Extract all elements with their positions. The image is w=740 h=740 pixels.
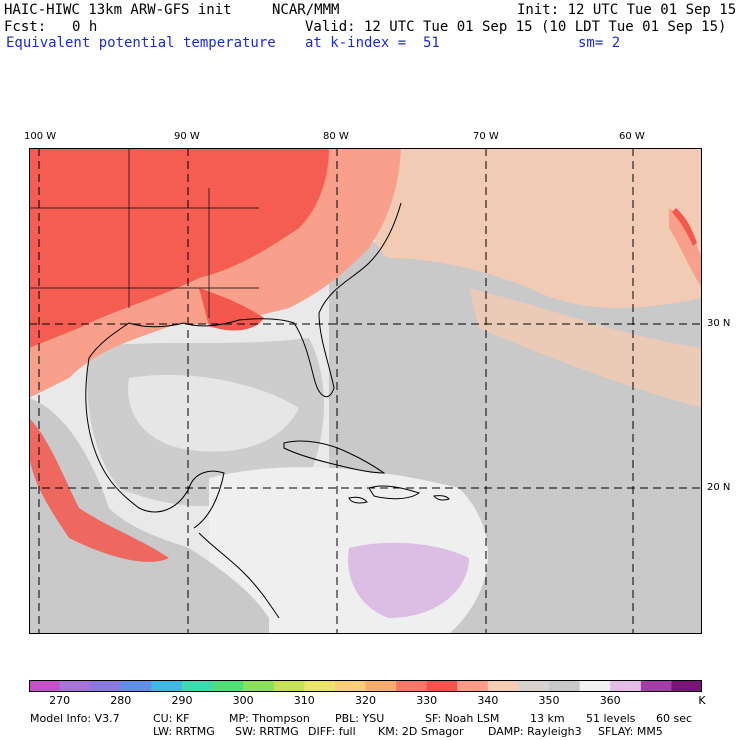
smoothing: sm= 2 xyxy=(578,35,621,51)
us-state-borders xyxy=(29,148,259,318)
theta-e-map xyxy=(29,148,702,634)
colorbar-swatch xyxy=(151,680,183,692)
colorbar-swatch xyxy=(610,680,642,692)
jamaica-outline xyxy=(348,496,368,504)
valid-time: Valid: 12 UTC Tue 01 Sep 15 (10 LDT Tue … xyxy=(305,19,727,35)
colorbar-tick-label: 310 xyxy=(293,694,315,707)
lat-label-30n: 30 N xyxy=(707,318,731,329)
colorbar-swatch xyxy=(59,680,91,692)
colorbar-tick-label: 270 xyxy=(49,694,71,707)
colorbar-swatch xyxy=(334,680,366,692)
colorbar-swatch xyxy=(671,680,702,692)
cuba-outline xyxy=(283,440,386,474)
colorbar-swatch xyxy=(90,680,122,692)
map-frame xyxy=(29,148,702,634)
colorbar-tick-label: 320 xyxy=(355,694,376,707)
colorbar-tick-label: 290 xyxy=(171,694,193,707)
footer-model-info: Model Info: V3.7 xyxy=(30,712,120,725)
colorbar-swatch xyxy=(457,680,489,692)
colorbar-swatch xyxy=(396,680,428,692)
footer-sflay: SFLAY: MM5 xyxy=(598,725,663,738)
level-index: at k-index = 51 xyxy=(305,35,440,51)
colorbar-tick-label: 340 xyxy=(477,694,499,707)
atlantic-salmon-patch xyxy=(669,208,702,288)
colorbar-tick-label: 300 xyxy=(232,694,254,707)
footer-pbl: PBL: YSU xyxy=(335,712,385,725)
atlantic-peach-band xyxy=(469,288,702,408)
footer-timestep: 60 sec xyxy=(656,712,693,725)
footer-mp: MP: Thompson xyxy=(229,712,310,725)
colorbar-tick-label: 350 xyxy=(538,694,560,707)
footer-diff: DIFF: full xyxy=(308,725,356,738)
org-label: NCAR/MMM xyxy=(272,2,340,18)
colorbar-swatch xyxy=(549,680,581,692)
colorbar-swatch xyxy=(640,680,672,692)
fcst-value: 0 h xyxy=(72,19,98,35)
colorbar-swatch xyxy=(365,680,397,692)
central-america-coastline xyxy=(198,532,280,619)
footer-resolution: 13 km xyxy=(530,712,565,725)
footer-sf: SF: Noah LSM xyxy=(425,712,500,725)
model-title: HAIC-HIWC 13km ARW-GFS init xyxy=(4,2,232,18)
mexico-warm-field xyxy=(29,418,169,562)
gulf-coast-warm-patch xyxy=(199,288,264,331)
us-warm-field xyxy=(29,148,329,348)
atlantic-peach-field xyxy=(359,148,702,308)
colorbar-tick-label: 330 xyxy=(416,694,438,707)
gulf-light-field xyxy=(128,374,299,452)
mexico-gray-field xyxy=(29,398,269,634)
footer-levels: 51 levels xyxy=(586,712,636,725)
colorbar xyxy=(29,680,702,692)
footer-cu: CU: KF xyxy=(153,712,190,725)
colorbar-swatch xyxy=(426,680,458,692)
lon-label-80w: 80 W xyxy=(323,131,349,142)
colorbar-tick-label: 360 xyxy=(599,694,621,707)
colorbar-swatch xyxy=(29,680,61,692)
atlantic-warm-streak xyxy=(672,208,697,246)
lon-label-60w: 60 W xyxy=(619,131,645,142)
lon-label-100w: 100 W xyxy=(24,131,57,142)
colorbar-unit: K xyxy=(698,694,706,707)
fcst-label: Fcst: xyxy=(4,19,47,35)
footer-km: KM: 2D Smagor xyxy=(378,725,464,738)
init-time: Init: 12 UTC Tue 01 Sep 15 xyxy=(517,2,737,18)
colorbar-swatch xyxy=(518,680,550,692)
footer-sw: SW: RRTMG xyxy=(235,725,299,738)
graticule xyxy=(29,148,702,634)
colorbar-swatch xyxy=(273,680,305,692)
field-name: Equivalent potential temperature xyxy=(6,35,276,51)
colorbar-swatch xyxy=(120,680,152,692)
colorbar-swatch xyxy=(181,680,214,692)
colorbar-swatch xyxy=(579,680,611,692)
puerto-rico-outline xyxy=(433,495,450,501)
us-mexico-coastline xyxy=(85,202,402,529)
colorbar-swatch xyxy=(212,680,244,692)
lon-label-70w: 70 W xyxy=(473,131,499,142)
lon-label-90w: 90 W xyxy=(174,131,200,142)
caribbean-lavender-field xyxy=(348,542,469,618)
colorbar-swatch xyxy=(304,680,336,692)
hispaniola-outline xyxy=(368,485,421,500)
lat-label-20n: 20 N xyxy=(707,482,731,493)
footer-lw: LW: RRTMG xyxy=(153,725,215,738)
colorbar-swatch xyxy=(243,680,275,692)
colorbar-frame xyxy=(29,680,702,692)
colorbar-swatch xyxy=(487,680,519,692)
colorbar-tick-label: 280 xyxy=(110,694,132,707)
footer-damp: DAMP: Rayleigh3 xyxy=(488,725,582,738)
